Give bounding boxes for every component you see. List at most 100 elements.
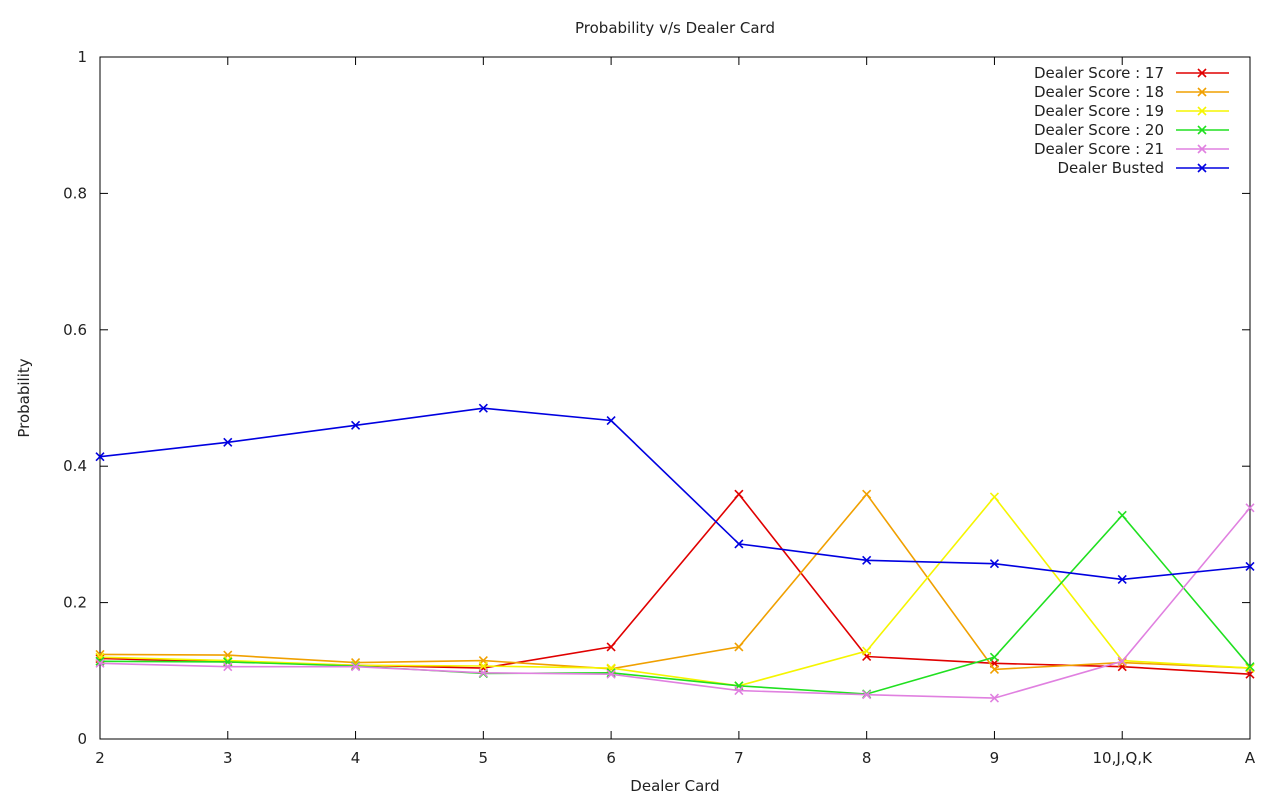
marker-stroke — [1197, 106, 1207, 116]
x-tick-label: 5 — [479, 749, 489, 767]
series-marker — [478, 403, 488, 413]
marker-stroke — [1245, 662, 1255, 672]
series-group — [95, 403, 1255, 584]
legend-label: Dealer Score : 19 — [1034, 102, 1164, 120]
series-group — [95, 489, 1255, 675]
legend-entry: Dealer Busted — [1057, 159, 1229, 177]
marker-stroke — [989, 559, 1000, 569]
series-marker — [734, 489, 744, 499]
marker-stroke — [734, 686, 744, 696]
x-tick-label: 3 — [223, 749, 233, 767]
series-marker — [606, 669, 616, 679]
marker-stroke — [734, 489, 744, 499]
series-marker — [1245, 503, 1255, 513]
marker-stroke — [1197, 144, 1207, 154]
x-tick-label: 8 — [862, 749, 872, 767]
marker-stroke — [223, 662, 233, 672]
chart-title: Probability v/s Dealer Card — [575, 19, 775, 37]
series-marker — [989, 664, 1000, 675]
marker-stroke — [862, 489, 872, 499]
series-marker — [1197, 68, 1207, 78]
series-marker — [1245, 561, 1255, 572]
series-marker — [1117, 510, 1127, 520]
series-marker — [1197, 163, 1207, 173]
legend-label: Dealer Score : 17 — [1034, 64, 1164, 82]
x-tick-label: A — [1245, 749, 1256, 767]
series-marker — [606, 415, 616, 426]
series-marker — [989, 559, 1000, 569]
legend-entry: Dealer Score : 17 — [1034, 64, 1229, 82]
marker-stroke — [1245, 663, 1255, 673]
marker-stroke — [1117, 510, 1127, 520]
y-tick-label: 0.2 — [63, 594, 87, 612]
legend-entry: Dealer Score : 21 — [1034, 140, 1229, 158]
series-layer — [95, 403, 1255, 703]
series-marker — [1117, 658, 1127, 668]
series-marker — [862, 489, 872, 499]
marker-stroke — [606, 642, 616, 652]
marker-stroke — [1117, 656, 1127, 666]
series-marker — [1117, 574, 1127, 584]
series-marker — [1117, 656, 1127, 666]
series-marker — [1197, 125, 1207, 135]
series-marker — [734, 539, 744, 549]
marker-stroke — [95, 656, 105, 666]
series-marker — [989, 693, 1000, 703]
series-group — [95, 492, 1255, 691]
legend-label: Dealer Score : 21 — [1034, 140, 1164, 158]
marker-stroke — [989, 492, 1000, 502]
series-marker — [478, 661, 488, 671]
y-axis: 0 0.2 0.4 0.6 0.8 1 — [63, 48, 1250, 748]
marker-stroke — [350, 420, 361, 430]
x-tick-label: 6 — [606, 749, 616, 767]
marker-stroke — [478, 661, 488, 671]
series-group — [95, 503, 1255, 703]
marker-stroke — [606, 669, 616, 679]
y-tick-label: 0.4 — [63, 457, 87, 475]
y-axis-label: Probability — [15, 358, 33, 437]
marker-stroke — [95, 649, 105, 659]
series-marker — [989, 652, 1000, 662]
series-marker — [1245, 662, 1255, 672]
series-marker — [350, 662, 361, 672]
series-marker — [734, 642, 744, 652]
series-marker — [95, 452, 105, 462]
marker-stroke — [1197, 163, 1207, 173]
legend-label: Dealer Score : 20 — [1034, 121, 1164, 139]
series-marker — [862, 555, 872, 565]
x-axis-label: Dealer Card — [630, 777, 719, 795]
marker-stroke — [606, 668, 616, 678]
series-marker — [1245, 663, 1255, 673]
marker-stroke — [1197, 68, 1207, 78]
series-group — [95, 489, 1255, 679]
x-tick-label: 7 — [734, 749, 744, 767]
series-marker — [1197, 87, 1207, 97]
series-marker — [862, 690, 872, 700]
series-line — [99, 407, 1251, 581]
series-marker — [1197, 144, 1207, 154]
marker-stroke — [989, 693, 1000, 703]
y-tick-label: 0.6 — [63, 321, 87, 339]
marker-stroke — [1117, 574, 1127, 584]
marker-stroke — [989, 664, 1000, 675]
marker-stroke — [350, 662, 361, 672]
marker-stroke — [989, 652, 1000, 662]
plot-frame — [99, 56, 1251, 740]
series-marker — [989, 492, 1000, 502]
legend-label: Dealer Busted — [1057, 159, 1164, 177]
x-tick-label: 10,J,Q,K — [1092, 749, 1153, 767]
series-line — [99, 514, 1251, 695]
marker-stroke — [862, 646, 872, 656]
series-line — [99, 495, 1251, 687]
series-marker — [95, 658, 105, 668]
marker-stroke — [1117, 658, 1127, 668]
x-tick-label: 9 — [990, 749, 1000, 767]
series-group — [95, 510, 1255, 699]
legend-entry: Dealer Score : 19 — [1034, 102, 1229, 120]
marker-stroke — [478, 668, 488, 678]
series-line — [99, 492, 1251, 671]
series-marker — [478, 668, 488, 678]
y-tick-label: 1 — [77, 48, 87, 66]
